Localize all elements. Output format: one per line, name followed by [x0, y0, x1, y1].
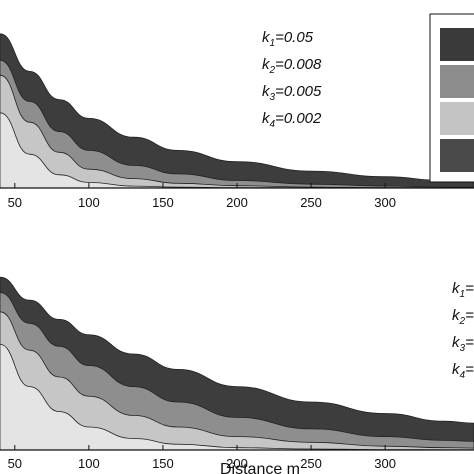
x-tick-label: 300	[374, 195, 396, 210]
k-label-3: k3=0.005	[262, 83, 322, 103]
area-series-4	[0, 112, 474, 188]
k-label-2: k2=	[452, 307, 474, 327]
x-tick-label: 150	[152, 195, 174, 210]
x-tick-label: 50	[8, 456, 22, 471]
k-label-1: k1=	[452, 280, 474, 300]
area-series-1	[0, 33, 474, 188]
legend-swatch-1	[440, 28, 474, 61]
legend-swatch-3	[440, 102, 474, 135]
x-tick-label: 150	[152, 456, 174, 471]
k-label-1: k1=0.05	[262, 29, 314, 49]
top-panel: 50 100 150 200 250 300 k1=0.05 k2=0.008 k3=0.005…	[0, 13, 474, 210]
area-series-2	[0, 292, 474, 450]
k-label-3: k3=	[452, 334, 474, 354]
k-label-4: k4=	[452, 361, 474, 381]
x-tick-label: 200	[226, 195, 248, 210]
area-series-3	[0, 311, 474, 450]
x-tick-label: 300	[374, 456, 396, 471]
x-tick-label: 100	[78, 195, 100, 210]
k-label-2: k2=0.008	[262, 56, 322, 76]
bottom-panel: 50 100 150 200 250 300 k1= k2= k3= k4= Distance m	[0, 276, 474, 474]
x-tick-label: 200	[226, 456, 248, 471]
k-label-4: k4=0.002	[262, 110, 322, 130]
legend-swatch-2	[440, 65, 474, 98]
x-tick-label: 50	[8, 195, 22, 210]
x-tick-label: 250	[300, 195, 322, 210]
x-axis-label: Distance m	[220, 461, 300, 474]
x-tick-label: 250	[300, 456, 322, 471]
area-layers	[0, 33, 474, 188]
x-tick-label: 100	[78, 456, 100, 471]
legend-swatch-4	[440, 139, 474, 172]
